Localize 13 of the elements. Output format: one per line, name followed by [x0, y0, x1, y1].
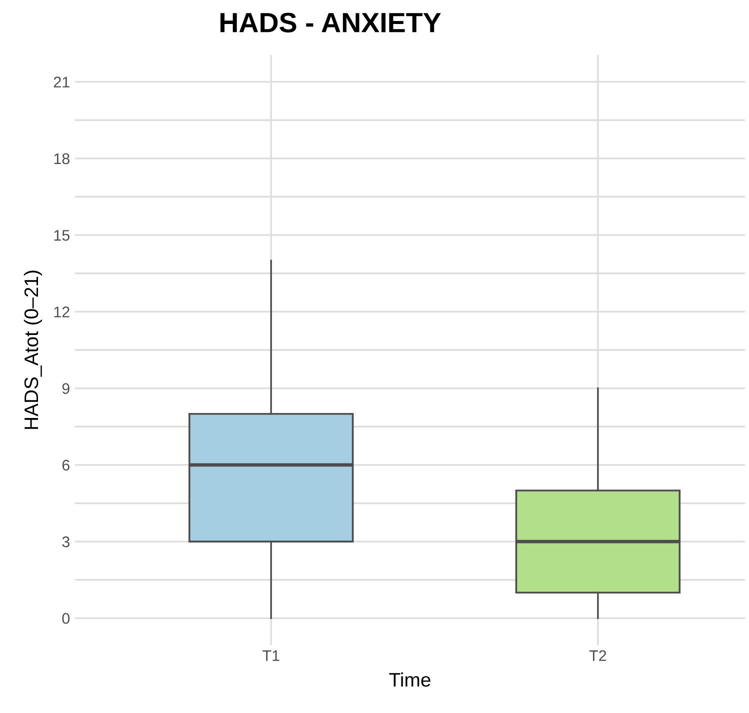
- y-tick-label: 9: [62, 383, 70, 394]
- y-axis-title: HADS_Atot (0–21): [24, 270, 42, 429]
- chart-title: HADS - ANXIETY: [220, 12, 441, 32]
- x-tick-label: T2: [589, 650, 606, 661]
- y-tick-label: 12: [54, 306, 70, 318]
- x-tick-label: T1: [262, 650, 280, 661]
- y-tick-label: 21: [54, 76, 70, 88]
- y-tick-label: 15: [54, 230, 70, 241]
- y-tick-label: 0: [62, 613, 70, 624]
- y-tick-label: 3: [62, 536, 70, 548]
- x-axis-title: Time: [389, 672, 430, 687]
- y-tick-label: 6: [62, 460, 70, 471]
- y-tick-label: 18: [54, 153, 70, 164]
